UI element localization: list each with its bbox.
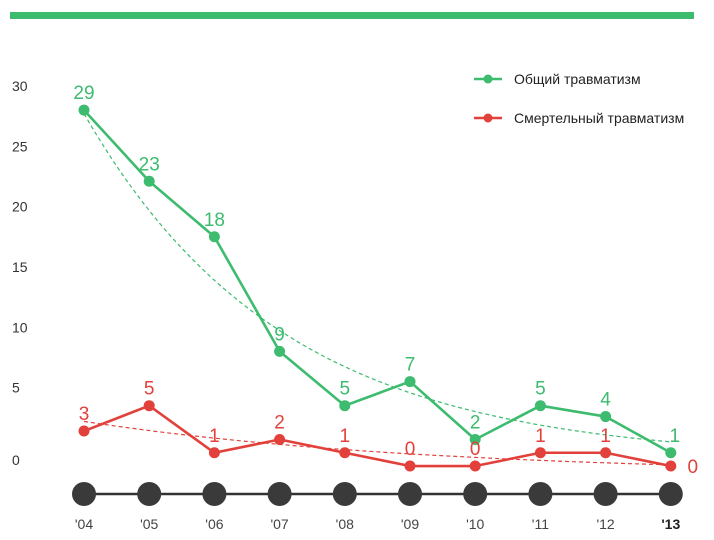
top-accent-bar xyxy=(10,12,694,19)
year-dot xyxy=(202,482,227,506)
data-point xyxy=(404,376,416,388)
series-line xyxy=(83,404,672,468)
x-tick-label: '06 xyxy=(205,516,223,532)
trend-line xyxy=(83,420,671,466)
data-label: 9 xyxy=(274,324,285,345)
data-point xyxy=(274,345,286,357)
data-point xyxy=(274,433,286,445)
data-label: 7 xyxy=(405,355,416,376)
data-point xyxy=(600,411,612,423)
x-tick-label: '10 xyxy=(466,516,484,532)
data-point xyxy=(469,433,481,445)
data-label: 4 xyxy=(600,390,611,411)
y-tick-label: 15 xyxy=(12,259,28,275)
year-dot xyxy=(593,482,618,506)
data-label: 0 xyxy=(688,457,699,478)
data-point xyxy=(665,460,677,472)
data-point xyxy=(665,447,677,459)
y-tick-label: 20 xyxy=(12,199,28,215)
data-label: 18 xyxy=(204,210,225,231)
y-tick-label: 0 xyxy=(12,452,20,468)
year-dot xyxy=(658,482,683,506)
data-point xyxy=(600,447,612,459)
year-dot xyxy=(463,482,488,506)
data-point xyxy=(208,447,220,459)
year-dot xyxy=(267,482,292,506)
data-point xyxy=(339,400,351,412)
x-tick-label: '05 xyxy=(140,516,158,532)
year-dot xyxy=(398,482,422,506)
data-label: 5 xyxy=(535,379,546,400)
data-point xyxy=(404,460,416,472)
data-label: 23 xyxy=(139,154,160,175)
x-tick-label: '13 xyxy=(661,516,680,532)
data-point xyxy=(208,231,220,243)
y-tick-label: 10 xyxy=(12,319,28,335)
data-label: 1 xyxy=(535,426,546,447)
data-label: 1 xyxy=(600,426,611,447)
data-label: 5 xyxy=(340,379,351,400)
data-point xyxy=(78,104,90,116)
x-tick-label: '08 xyxy=(336,516,354,532)
x-tick-label: '04 xyxy=(75,516,93,532)
data-point xyxy=(469,460,481,472)
year-dot xyxy=(72,482,96,506)
x-tick-label: '11 xyxy=(532,516,549,532)
data-label: 0 xyxy=(405,439,416,460)
legend-marker xyxy=(483,113,493,123)
data-label: 1 xyxy=(670,426,681,447)
data-point xyxy=(339,447,351,459)
x-tick-label: '07 xyxy=(270,516,288,532)
data-label: 0 xyxy=(470,439,481,460)
data-point xyxy=(534,447,546,459)
x-tick-label: '12 xyxy=(596,516,614,532)
data-label: 2 xyxy=(274,412,285,433)
data-point xyxy=(143,175,155,187)
data-label: 3 xyxy=(79,404,90,425)
y-tick-label: 25 xyxy=(12,138,28,154)
x-tick-label: '09 xyxy=(401,516,419,532)
data-label: 1 xyxy=(340,426,351,447)
data-label: 29 xyxy=(73,83,94,104)
legend-marker xyxy=(483,74,493,84)
legend-label: Смертельный травматизм xyxy=(514,110,684,126)
data-label: 5 xyxy=(144,379,155,400)
data-point xyxy=(534,400,546,412)
year-dot xyxy=(137,482,162,506)
data-point xyxy=(78,425,90,437)
data-label: 2 xyxy=(470,412,481,433)
legend-label: Общий травматизм xyxy=(514,71,641,87)
series-line xyxy=(83,109,672,454)
data-point xyxy=(143,400,155,412)
year-dot xyxy=(332,482,357,506)
data-label: 1 xyxy=(209,426,220,447)
y-tick-label: 5 xyxy=(12,380,20,396)
y-tick-label: 30 xyxy=(12,78,28,94)
year-dot xyxy=(528,482,553,506)
